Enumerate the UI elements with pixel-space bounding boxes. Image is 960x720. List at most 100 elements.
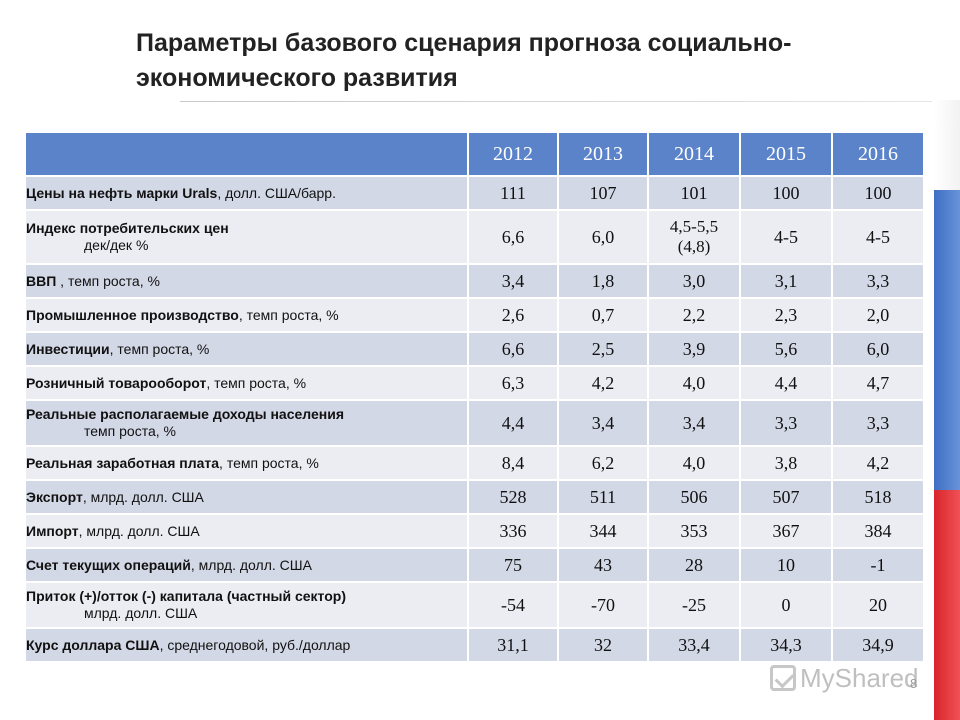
value-cell: 1,8 — [558, 264, 649, 299]
row-label-second-line: млрд. долл. США — [84, 605, 198, 621]
value-cell: 2,2 — [648, 298, 741, 333]
row-label-rest: , темп роста, % — [206, 374, 307, 391]
page-number: 8 — [910, 676, 918, 691]
row-label-rest: , млрд. долл. США — [82, 488, 204, 505]
value-cell: -25 — [648, 582, 741, 629]
value-cell: 4,5-5,5 (4,8) — [648, 210, 741, 265]
value-cell: 4-5 — [832, 210, 925, 265]
row-label: ВВП , темп роста, % — [26, 264, 469, 299]
row-label: Импорт, млрд. долл. США — [26, 514, 469, 549]
row-label-rest: , темп роста, % — [56, 272, 160, 289]
slide-title: Параметры базового сценария прогноза соц… — [136, 26, 916, 96]
row-label-rest: , среднегодовой, руб./доллар — [159, 636, 351, 653]
value-cell: 33,4 — [648, 628, 741, 663]
watermark-logo-icon — [770, 665, 796, 691]
row-label-second-line: темп роста, % — [84, 423, 176, 439]
value-cell: 34,9 — [832, 628, 925, 663]
row-label-rest: , темп роста, % — [109, 340, 210, 357]
value-cell: 5,6 — [740, 332, 833, 367]
value-cell: 4-5 — [740, 210, 833, 265]
value-cell: 43 — [558, 548, 649, 583]
value-cell: 4,7 — [832, 366, 925, 401]
row-label: Счет текущих операций, млрд. долл. США — [26, 548, 469, 583]
value-cell: 28 — [648, 548, 741, 583]
row-label-bold: Реальные располагаемые доходы населения — [26, 406, 344, 422]
value-cell: 6,0 — [558, 210, 649, 265]
row-label: Экспорт, млрд. долл. США — [26, 480, 469, 515]
value-cell: 100 — [832, 176, 925, 211]
value-cell: 32 — [558, 628, 649, 663]
row-label-rest: , темп роста, % — [219, 454, 319, 471]
slide-title-line1: Параметры базового сценария прогноза соц… — [136, 29, 792, 57]
table-row: Счет текущих операций, млрд. долл. США 75… — [26, 548, 925, 583]
value-cell: 344 — [558, 514, 649, 549]
year-header: 2014 — [648, 133, 741, 177]
row-label: Реальная заработная плата, темп роста, % — [26, 446, 469, 481]
value-cell: 6,0 — [832, 332, 925, 367]
row-label: Промышленное производство, темп роста, % — [26, 298, 469, 333]
value-cell: 6,6 — [468, 332, 559, 367]
value-cell: 2,6 — [468, 298, 559, 333]
value-cell: 384 — [832, 514, 925, 549]
table-row: Приток (+)/отток (-) капитала (частный с… — [26, 582, 925, 629]
title-divider — [180, 101, 932, 102]
row-label-rest: , млрд. долл. США — [78, 522, 200, 539]
value-cell: 2,3 — [740, 298, 833, 333]
value-cell: 528 — [468, 480, 559, 515]
value-cell: 6,2 — [558, 446, 649, 481]
flag-stripe-red — [934, 490, 960, 720]
value-cell: 3,1 — [740, 264, 833, 299]
value-cell: 3,8 — [740, 446, 833, 481]
value-cell: 3,0 — [648, 264, 741, 299]
row-label-rest: , млрд. долл. США — [190, 556, 312, 573]
value-cell: -1 — [832, 548, 925, 583]
row-label-bold: Индекс потребительских цен — [26, 220, 229, 236]
value-cell: 3,3 — [832, 264, 925, 299]
value-cell: 0 — [740, 582, 833, 629]
value-cell: 4,2 — [832, 446, 925, 481]
row-label-bold: ВВП — [26, 272, 57, 289]
value-cell: 6,6 — [468, 210, 559, 265]
value-cell: 4,2 — [558, 366, 649, 401]
value-cell: 506 — [648, 480, 741, 515]
row-label-bold: Экспорт — [26, 488, 83, 505]
value-cell: 2,0 — [832, 298, 925, 333]
flag-stripe-blue — [934, 190, 960, 490]
value-cell: 10 — [740, 548, 833, 583]
year-header: 2012 — [468, 133, 559, 177]
row-label: Инвестиции, темп роста, % — [26, 332, 469, 367]
year-header: 2015 — [740, 133, 833, 177]
table-row: Импорт, млрд. долл. США 336 344 353 367 384 — [26, 514, 925, 549]
value-cell: 34,3 — [740, 628, 833, 663]
row-label-rest: , темп роста, % — [238, 306, 339, 323]
row-label: Цены на нефть марки Urals, долл. США/бар… — [26, 176, 469, 211]
table-header-row: 2012 2013 2014 2015 2016 — [26, 133, 925, 177]
year-header: 2013 — [558, 133, 649, 177]
row-label: Розничный товарооборот, темп роста, % — [26, 366, 469, 401]
row-label-bold: Приток (+)/отток (-) капитала (частный с… — [26, 588, 346, 604]
slide-title-line2: экономического развития — [136, 64, 458, 92]
table-row: Курс доллара США, среднегодовой, руб./до… — [26, 628, 925, 663]
row-label-bold: Промышленное производство — [26, 306, 239, 323]
row-label: Приток (+)/отток (-) капитала (частный с… — [26, 582, 469, 629]
value-cell: -70 — [558, 582, 649, 629]
year-header: 2016 — [832, 133, 925, 177]
value-cell: 6,3 — [468, 366, 559, 401]
row-label-bold: Курс доллара США — [26, 636, 160, 653]
row-label: Реальные располагаемые доходы населения т… — [26, 400, 469, 447]
row-label-rest: , долл. США/барр. — [217, 184, 336, 201]
value-cell: 3,4 — [648, 400, 741, 447]
row-label-bold: Счет текущих операций — [26, 556, 191, 573]
value-cell: 107 — [558, 176, 649, 211]
value-cell: 336 — [468, 514, 559, 549]
value-cell: 507 — [740, 480, 833, 515]
value-cell: 4,4 — [468, 400, 559, 447]
row-label-bold: Розничный товарооборот — [26, 374, 207, 391]
value-cell: 4,4 — [740, 366, 833, 401]
header-blank-cell — [26, 133, 469, 177]
value-cell: 31,1 — [468, 628, 559, 663]
table-row: Цены на нефть марки Urals, долл. США/бар… — [26, 176, 925, 211]
value-cell: 4,0 — [648, 366, 741, 401]
row-label: Индекс потребительских цен дек/дек % — [26, 210, 469, 265]
table-row: Промышленное производство, темп роста, %… — [26, 298, 925, 333]
